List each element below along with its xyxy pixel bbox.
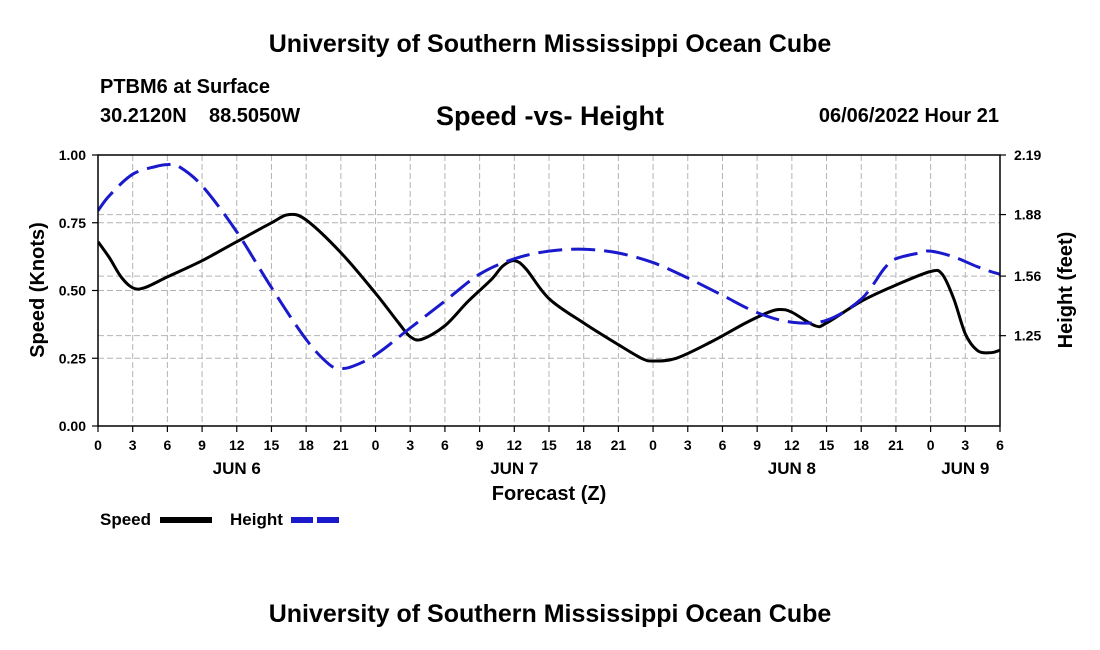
day-label: JUN 6 [213, 459, 261, 478]
x-tick-label: 18 [298, 437, 314, 453]
forecast-datetime: 06/06/2022 Hour 21 [818, 105, 999, 127]
x-tick-label: 0 [649, 437, 657, 453]
y-tick-label: 1.00 [59, 147, 86, 163]
day-label: JUN 9 [941, 459, 989, 478]
x-tick-label: 18 [576, 437, 592, 453]
x-tick-label: 6 [996, 437, 1004, 453]
y2-axis-label: Height (feet) [1055, 232, 1077, 349]
speed-series-line [98, 212, 1000, 363]
footer-title: University of Southern Mississippi Ocean… [268, 600, 832, 628]
x-tick-label: 3 [684, 437, 692, 453]
x-tick-label: 3 [406, 437, 414, 453]
station-label: PTBM6 at Surface [100, 76, 271, 98]
x-tick-label: 15 [264, 437, 280, 453]
day-label: JUN 8 [768, 459, 816, 478]
y2-tick-label: 1.88 [1014, 207, 1041, 223]
x-tick-label: 6 [163, 437, 171, 453]
y2-tick-label: 2.19 [1014, 147, 1041, 163]
y2-tick-label: 1.56 [1014, 268, 1041, 284]
x-tick-label: 9 [753, 437, 761, 453]
chart-subtitle: Speed -vs- Height [435, 101, 665, 131]
x-tick-label: 12 [507, 437, 523, 453]
legend-speed-label: Speed [100, 510, 151, 529]
x-tick-label: 0 [927, 437, 935, 453]
x-tick-label: 6 [719, 437, 727, 453]
longitude-label: 88.5050W [209, 105, 301, 127]
y-tick-label: 0.00 [59, 418, 86, 434]
x-tick-label: 15 [541, 437, 557, 453]
x-tick-label: 12 [229, 437, 245, 453]
x-tick-label: 12 [784, 437, 800, 453]
chart-title: University of Southern Mississippi Ocean… [268, 30, 832, 58]
y-tick-label: 0.75 [59, 215, 86, 231]
y2-tick-label: 1.25 [1014, 328, 1041, 344]
y-tick-label: 0.50 [59, 283, 86, 299]
x-tick-label: 6 [441, 437, 449, 453]
x-tick-label: 18 [853, 437, 869, 453]
y-axis-label: Speed (Knots) [27, 222, 49, 358]
height-series-line [98, 162, 1000, 370]
x-tick-label: 3 [961, 437, 969, 453]
x-tick-label: 0 [94, 437, 102, 453]
x-tick-label: 0 [372, 437, 380, 453]
x-tick-label: 21 [333, 437, 349, 453]
legend: Speed Height [100, 510, 342, 529]
x-tick-label: 15 [819, 437, 835, 453]
x-tick-label: 3 [129, 437, 137, 453]
legend-height-label: Height [230, 510, 283, 529]
x-axis-label: Forecast (Z) [492, 483, 606, 505]
x-tick-label: 21 [888, 437, 904, 453]
y-tick-label: 0.25 [59, 350, 86, 366]
latitude-label: 30.2120N [100, 105, 187, 127]
day-label: JUN 7 [490, 459, 538, 478]
x-tick-label: 9 [476, 437, 484, 453]
x-tick-label: 21 [611, 437, 627, 453]
x-tick-label: 9 [198, 437, 206, 453]
